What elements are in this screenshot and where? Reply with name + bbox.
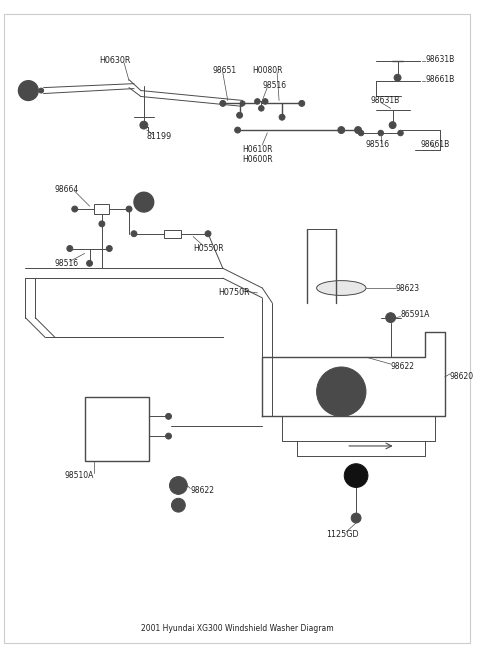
Circle shape [126, 206, 132, 212]
Circle shape [235, 127, 240, 133]
Circle shape [220, 100, 226, 106]
Circle shape [355, 126, 361, 134]
Text: 81199: 81199 [147, 132, 172, 141]
Text: 98510A: 98510A [65, 471, 94, 480]
Circle shape [299, 100, 305, 106]
Circle shape [279, 114, 285, 120]
Circle shape [240, 101, 245, 106]
Text: 98620: 98620 [450, 372, 474, 381]
Circle shape [166, 433, 171, 439]
Circle shape [18, 81, 38, 100]
Circle shape [378, 130, 384, 136]
Circle shape [169, 477, 187, 495]
Text: 98516: 98516 [262, 81, 287, 90]
Circle shape [131, 231, 137, 236]
Circle shape [394, 74, 401, 81]
Text: 98631B: 98631B [425, 56, 455, 64]
Text: 86591A: 86591A [400, 310, 430, 319]
Text: 98622: 98622 [391, 362, 415, 371]
Circle shape [254, 99, 260, 104]
Circle shape [351, 513, 361, 523]
Circle shape [389, 122, 396, 128]
Text: 1125GD: 1125GD [326, 531, 359, 539]
Text: H0750R: H0750R [218, 288, 250, 297]
Text: 98664: 98664 [55, 185, 79, 194]
Text: 98516: 98516 [55, 259, 79, 268]
Circle shape [386, 312, 396, 322]
Circle shape [344, 464, 368, 487]
Text: A: A [141, 198, 146, 206]
Text: 98631B: 98631B [371, 96, 400, 105]
Circle shape [107, 246, 112, 252]
Text: 98661B: 98661B [420, 140, 449, 149]
Circle shape [263, 99, 268, 104]
Text: 98623: 98623 [396, 284, 420, 293]
Circle shape [259, 105, 264, 111]
Text: H0080R: H0080R [252, 66, 283, 75]
Bar [84, 397, 149, 460]
Circle shape [317, 367, 366, 417]
Text: 98651: 98651 [213, 66, 237, 75]
Text: 98661B: 98661B [425, 75, 455, 84]
Bar [95, 204, 109, 214]
Circle shape [67, 246, 73, 252]
Bar [164, 230, 181, 238]
Text: 98622: 98622 [190, 486, 214, 495]
Circle shape [358, 130, 364, 136]
Circle shape [398, 130, 403, 136]
Circle shape [140, 121, 148, 129]
Text: 2001 Hyundai XG300 Windshield Washer Diagram: 2001 Hyundai XG300 Windshield Washer Dia… [141, 624, 334, 633]
Circle shape [39, 88, 44, 93]
Circle shape [338, 126, 345, 134]
Text: H0610R: H0610R [242, 145, 273, 155]
Circle shape [134, 193, 154, 212]
Circle shape [205, 231, 211, 236]
Text: A: A [26, 86, 31, 95]
Ellipse shape [317, 280, 366, 295]
Circle shape [166, 413, 171, 419]
Circle shape [171, 498, 185, 512]
Text: 98516: 98516 [366, 140, 390, 149]
Text: H0600R: H0600R [242, 155, 273, 164]
Text: H0630R: H0630R [99, 56, 131, 66]
Circle shape [72, 206, 78, 212]
Circle shape [86, 261, 93, 267]
Circle shape [237, 112, 242, 118]
Text: H0550R: H0550R [193, 244, 224, 253]
Circle shape [99, 221, 105, 227]
